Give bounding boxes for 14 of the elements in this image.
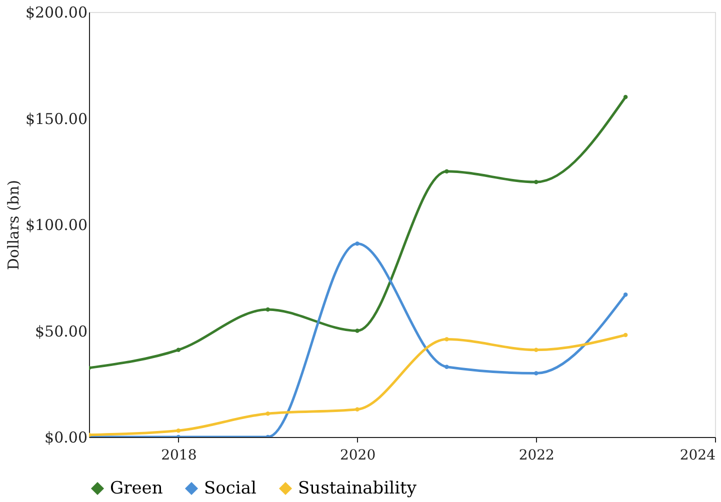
y-tick-label: $200.00 [25, 4, 88, 22]
y-tick-label: $50.00 [35, 322, 88, 340]
x-tick-label: 2020 [340, 448, 376, 464]
y-axis-title: Dollars (bn) [4, 180, 22, 270]
x-tick-label: 2024 [680, 448, 716, 464]
x-tick-label: 2018 [161, 448, 197, 464]
y-tick-label: $150.00 [25, 110, 88, 128]
y-tick-label: $0.00 [44, 428, 88, 446]
line-series [89, 242, 628, 437]
y-tick-label: $100.00 [25, 216, 88, 234]
x-tick-label: 2022 [518, 448, 554, 464]
legend-label: Sustainability [298, 478, 417, 499]
legend-label: Social [204, 478, 256, 499]
legend-label: Green [110, 478, 163, 499]
